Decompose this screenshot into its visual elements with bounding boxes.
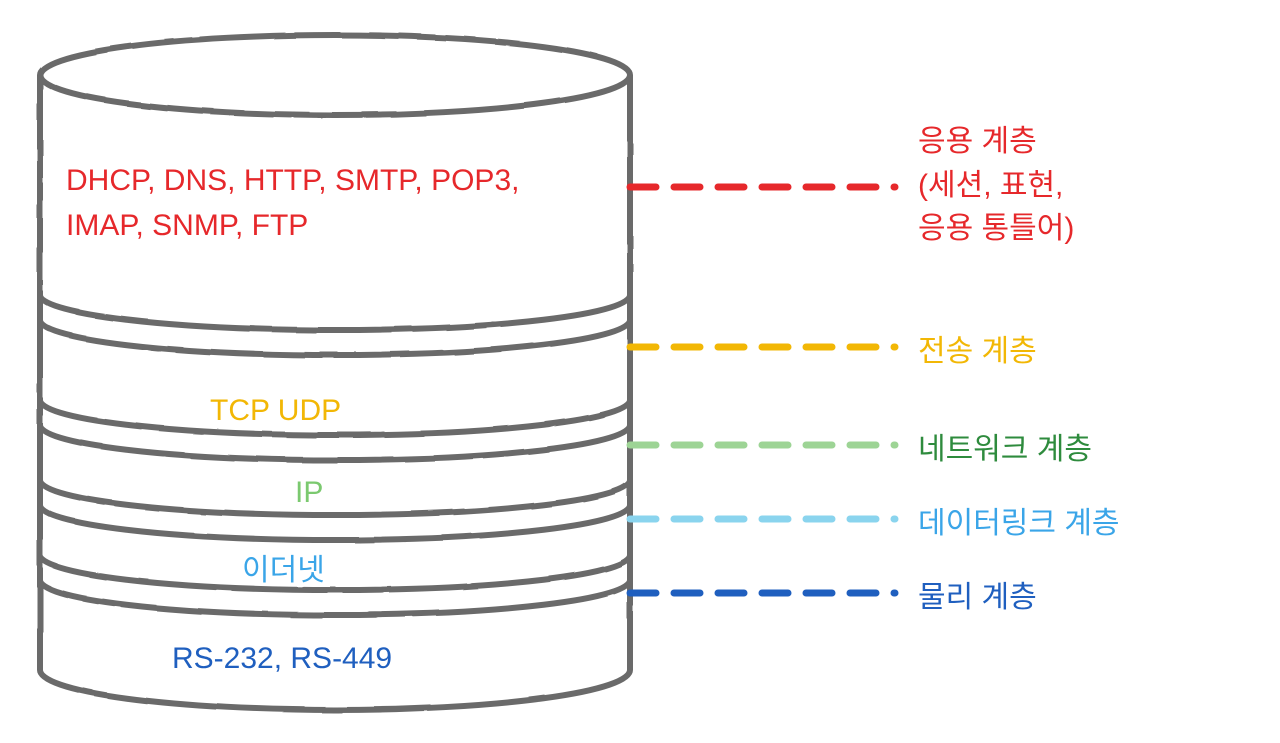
application-label-line1: 응용 계층 <box>918 125 1037 158</box>
connector-lines <box>0 0 1280 743</box>
physical-layer-label: 물리 계층 <box>918 576 1037 620</box>
transport-layer-label: 전송 계층 <box>918 330 1037 374</box>
application-layer-label: 응용 계층 (세션, 표현, 응용 통틀어) <box>918 120 1074 251</box>
application-label-line2: (세션, 표현, <box>918 169 1063 202</box>
application-label-line3: 응용 통틀어) <box>918 212 1074 245</box>
network-stack-diagram: DHCP, DNS, HTTP, SMTP, POP3, IMAP, SNMP,… <box>0 0 1280 743</box>
physical-label-line1: 물리 계층 <box>918 581 1037 614</box>
datalink-layer-label: 데이터링크 계층 <box>918 502 1120 546</box>
network-layer-label: 네트워크 계층 <box>918 428 1092 472</box>
datalink-label-line1: 데이터링크 계층 <box>918 507 1120 540</box>
network-label-line1: 네트워크 계층 <box>918 433 1092 466</box>
transport-label-line1: 전송 계층 <box>918 335 1037 368</box>
